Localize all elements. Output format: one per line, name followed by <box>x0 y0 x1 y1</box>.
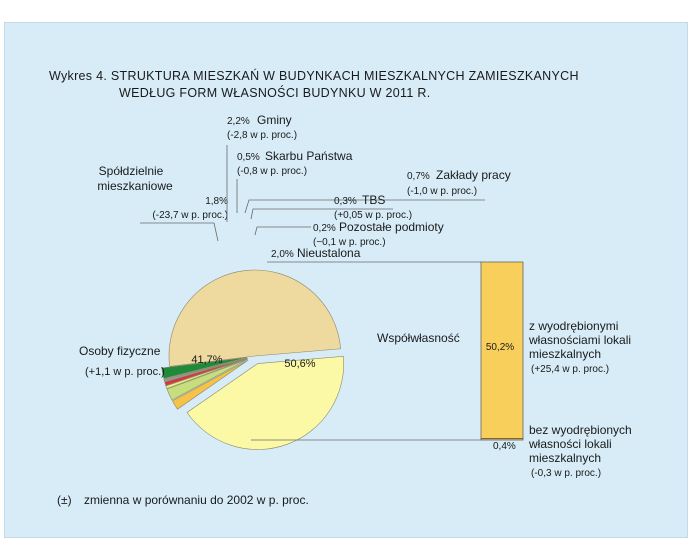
breakdown-label-without-line-2: własności lokali <box>528 437 612 451</box>
slice-value-label-tbs: 0,3% <box>334 196 357 207</box>
slice-label-gminy: Gminy <box>257 113 292 127</box>
slice-change-pozostale-podmioty: (−0,1 w p. proc.) <box>313 237 386 248</box>
slice-value-label-zaklady-pracy: 0,7% <box>407 171 430 182</box>
pie-slice-spoldzielnie-mieszkaniowe <box>172 359 249 410</box>
slice-label-spoldzielnie-line-1: Spółdzielnie <box>99 164 164 178</box>
slice-change-skarbu-panstwa: (-0,8 w p. proc.) <box>237 166 307 177</box>
pie-slice-pozostale-podmioty <box>163 357 248 381</box>
breakdown-label-without-line-3: mieszkalnych <box>529 451 601 465</box>
slice-value-label-osoby-fizyczne: 41,7% <box>191 354 222 366</box>
pie-slice-gminy <box>166 359 248 401</box>
breakdown-label-with-line-1: z wyodrębionymi <box>529 319 618 333</box>
slice-label-skarbu-panstwa: Skarbu Państwa <box>265 149 353 163</box>
breakdown-parent-label: Współwłasność <box>377 331 460 345</box>
legend-note-symbol: (±) <box>57 493 72 507</box>
breakdown-bar <box>480 261 524 441</box>
breakdown-value-label-with: 50,2% <box>486 342 514 353</box>
breakdown-bar-segment-without-separated-ownership <box>480 438 524 441</box>
slice-value-label-pozostale-podmioty: 0,2% <box>313 223 336 234</box>
breakdown-label-with-line-2: własnościami lokali <box>528 333 631 347</box>
pie-slices <box>161 269 345 450</box>
leader-line-zaklady-pracy <box>244 199 485 214</box>
slice-label-zaklady-pracy: Zakłady pracy <box>436 168 511 182</box>
leader-line-tbs <box>250 208 393 220</box>
breakdown-change-without: (-0,3 w p. proc.) <box>531 468 601 479</box>
leader-line-spoldzielnie <box>140 222 219 242</box>
slice-label-pozostale-podmioty: Pozostałe podmioty <box>339 220 444 234</box>
leader-line-pozostale-podmioty <box>254 226 311 236</box>
slice-change-osoby-fizyczne: (+1,1 w p. proc.) <box>85 366 165 378</box>
breakdown-change-with: (+25,4 w p. proc.) <box>531 364 609 375</box>
slice-value-label-wspolwlasnosc: 50,6% <box>284 358 315 370</box>
slice-label-spoldzielnie-line-2: mieszkaniowe <box>97 179 173 193</box>
slice-value-label-gminy: 2,2% <box>227 116 250 127</box>
chart-panel: Wykres 4. STRUKTURA MIESZKAŃ W BUDYNKACH… <box>4 22 688 538</box>
pie-chart: Wykres 4. STRUKTURA MIESZKAŃ W BUDYNKACH… <box>49 68 632 507</box>
legend-note-text: zmienna w porównaniu do 2002 w p. proc. <box>84 493 309 507</box>
slice-label-nieustalona: Nieustalona <box>297 246 361 260</box>
slice-value-label-nieustalona: 2,0% <box>271 249 294 260</box>
slice-value-label-spoldzielnie: 1,8% <box>205 196 228 207</box>
pie-slice-skarbu-panstwa <box>165 358 248 389</box>
slice-change-spoldzielnie: (-23,7 w p. proc.) <box>152 210 228 221</box>
pie-slice-nieustalona <box>161 357 248 379</box>
slice-label-tbs: TBS <box>362 193 385 207</box>
slice-change-zaklady-pracy: (-1,0 w p. proc.) <box>407 186 477 197</box>
slice-change-gminy: (-2,8 w p. proc.) <box>227 130 297 141</box>
breakdown-label-without-line-1: bez wyodrębionych <box>529 423 632 437</box>
breakdown-bar-segment-with-separated-ownership <box>480 261 524 439</box>
breakdown-value-label-without: 0,4% <box>493 441 516 452</box>
breakdown-label-with-line-3: mieszkalnych <box>529 347 601 361</box>
slice-value-label-skarbu-panstwa: 0,5% <box>237 152 260 163</box>
slice-change-tbs: (+0,05 w p. proc.) <box>334 210 412 221</box>
pie-slice-osoby-fizyczne <box>186 355 345 450</box>
chart-title-line-2: WEDŁUG FORM WŁASNOŚCI BUDYNKU W 2011 R. <box>119 85 431 100</box>
chart-title-line-1: Wykres 4. STRUKTURA MIESZKAŃ W BUDYNKACH… <box>49 68 579 83</box>
slice-label-osoby-fizyczne: Osoby fizyczne <box>79 344 161 358</box>
pie-slice-wspolwlasnosc <box>168 269 342 367</box>
